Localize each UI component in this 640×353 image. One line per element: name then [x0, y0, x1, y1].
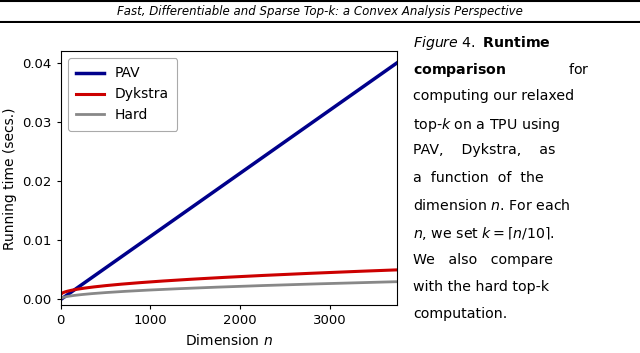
Legend: PAV, Dykstra, Hard: PAV, Dykstra, Hard: [68, 58, 177, 131]
PAV: [332, 103, 340, 108]
Hard: [332, 281, 340, 286]
Line: Dykstra: Dykstra: [61, 270, 397, 295]
Text: We   also   compare: We also compare: [413, 253, 553, 267]
PAV: [239, 169, 246, 174]
Hard: [216, 285, 224, 289]
Hard: [57, 297, 65, 301]
PAV: [385, 67, 392, 71]
Dykstra: [257, 274, 264, 278]
Text: top-$k$ on a TPU using: top-$k$ on a TPU using: [413, 116, 560, 134]
Hard: [385, 280, 392, 284]
Text: computation.: computation.: [413, 307, 507, 321]
Line: PAV: PAV: [61, 63, 397, 299]
Hard: [393, 280, 401, 284]
Dykstra: [239, 274, 246, 279]
PAV: [216, 185, 224, 189]
Dykstra: [332, 270, 340, 274]
Text: a  function  of  the: a function of the: [413, 171, 543, 185]
PAV: [219, 184, 227, 188]
Hard: [257, 283, 264, 288]
Y-axis label: Running time (secs.): Running time (secs.): [3, 107, 17, 250]
PAV: [57, 297, 65, 301]
Dykstra: [219, 275, 227, 280]
Dykstra: [216, 275, 224, 280]
Dykstra: [393, 268, 401, 272]
Text: $n$, we set $k = \lceil n/10 \rceil$.: $n$, we set $k = \lceil n/10 \rceil$.: [413, 225, 555, 243]
PAV: [393, 61, 401, 65]
Text: dimension $n$. For each: dimension $n$. For each: [413, 198, 570, 213]
Dykstra: [57, 293, 65, 297]
Line: Hard: Hard: [61, 282, 397, 299]
Text: with the hard top-k: with the hard top-k: [413, 280, 549, 294]
Text: $\bf{comparison}$              for: $\bf{comparison}$ for: [413, 61, 589, 79]
Text: PAV,    Dykstra,    as: PAV, Dykstra, as: [413, 143, 556, 157]
Hard: [219, 285, 227, 289]
X-axis label: Dimension $n$: Dimension $n$: [185, 333, 273, 348]
Text: Fast, Differentiable and Sparse Top-k: a Convex Analysis Perspective: Fast, Differentiable and Sparse Top-k: a…: [117, 5, 523, 18]
Dykstra: [385, 268, 392, 272]
Text: computing our relaxed: computing our relaxed: [413, 89, 574, 103]
Text: $\it{Figure}$ $\it{4.}$ $\bf{Runtime}$: $\it{Figure}$ $\it{4.}$ $\bf{Runtime}$: [413, 34, 551, 52]
Hard: [239, 284, 246, 288]
PAV: [257, 157, 264, 161]
